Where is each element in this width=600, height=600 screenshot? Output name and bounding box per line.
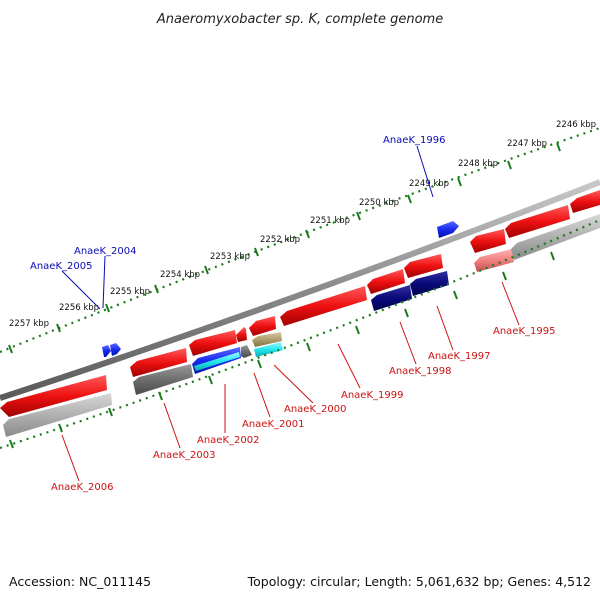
major-tick — [453, 290, 458, 300]
major-tick — [457, 177, 462, 187]
leader-anaek-1997 — [436, 305, 454, 351]
gene-anaek-2004[interactable] — [110, 343, 121, 356]
leader-anaek-1995 — [501, 281, 520, 326]
gene-anaek-1996[interactable] — [437, 221, 459, 238]
gene-anaek-2000-cyan[interactable] — [254, 342, 283, 357]
leader-anaek-2000 — [273, 364, 314, 404]
major-tick — [9, 439, 14, 449]
kbp-label: 2257 kbp — [9, 319, 49, 329]
major-tick — [556, 142, 561, 152]
gene-label-anaek-1998[interactable]: AnaeK_1998 — [389, 366, 451, 377]
leader-anaek-1996 — [416, 145, 434, 198]
major-tick — [204, 265, 209, 275]
inner-major-ticks — [9, 251, 555, 449]
gene-red[interactable] — [280, 286, 367, 326]
gene-anaek-2005[interactable] — [102, 345, 111, 357]
gene-labels-reverse: AnaeK_1995 AnaeK_1997 AnaeK_1998 AnaeK_1… — [51, 326, 555, 493]
accession-text: Accession: NC_011145 — [9, 574, 151, 589]
gene-label-anaek-2003[interactable]: AnaeK_2003 — [153, 450, 215, 461]
kbp-label: 2247 kbp — [507, 139, 547, 149]
major-tick — [56, 323, 61, 333]
kbp-label: 2252 kbp — [260, 235, 300, 245]
gene-anaek-2000-tan[interactable] — [252, 332, 282, 347]
gene-label-anaek-2000[interactable]: AnaeK_2000 — [284, 404, 346, 415]
leader-anaek-1998 — [399, 321, 417, 365]
kbp-label: 2256 kbp — [59, 303, 99, 313]
outer-major-ticks — [8, 142, 561, 354]
gene-red[interactable] — [249, 316, 276, 336]
gene-label-anaek-1997[interactable]: AnaeK_1997 — [428, 351, 490, 362]
major-tick — [502, 271, 507, 281]
gene-label-anaek-2004[interactable]: AnaeK_2004 — [74, 246, 136, 257]
gene-red[interactable] — [189, 330, 237, 356]
major-tick — [507, 160, 512, 170]
gene-anaek-2006-gray[interactable] — [3, 393, 112, 437]
major-tick — [158, 391, 163, 401]
gene-anaek-1995[interactable] — [474, 249, 514, 272]
gene-red[interactable] — [367, 269, 405, 294]
major-tick — [105, 303, 110, 313]
major-tick — [356, 211, 361, 221]
gene-gray[interactable] — [511, 214, 600, 260]
outer-tick-track — [0, 126, 600, 354]
kbp-label: 2253 kbp — [210, 252, 250, 262]
gene-anaek-1997[interactable] — [410, 271, 449, 296]
genome-backbone — [0, 179, 600, 401]
gene-label-anaek-2001[interactable]: AnaeK_2001 — [242, 419, 304, 430]
major-tick — [58, 423, 63, 433]
major-tick — [407, 194, 412, 204]
gene-anaek-1998[interactable] — [371, 285, 412, 311]
major-tick — [306, 342, 311, 352]
gene-anaek-2001[interactable] — [241, 345, 252, 358]
reverse-strand-genes-lower — [3, 214, 600, 437]
major-tick — [8, 344, 13, 354]
gene-red[interactable] — [236, 327, 247, 342]
leader-anaek-2003 — [163, 402, 181, 449]
gene-anaek-2002-cyan[interactable] — [194, 352, 240, 371]
gene-label-anaek-1995[interactable]: AnaeK_1995 — [493, 326, 555, 337]
genome-summary-text: Topology: circular; Length: 5,061,632 bp… — [247, 574, 591, 589]
leader-anaek-2006 — [61, 434, 80, 482]
major-tick — [305, 229, 310, 239]
leader-anaek-2004 — [102, 255, 106, 309]
gene-red[interactable] — [505, 205, 570, 238]
gene-red[interactable] — [404, 254, 443, 278]
major-tick — [108, 407, 113, 417]
major-tick — [154, 284, 159, 294]
gene-label-anaek-2006[interactable]: AnaeK_2006 — [51, 482, 113, 493]
kbp-label: 2255 kbp — [110, 287, 150, 297]
gene-red[interactable] — [570, 190, 600, 213]
leader-anaek-2005 — [61, 270, 101, 310]
major-tick — [254, 247, 259, 257]
gene-red[interactable] — [130, 348, 187, 377]
gene-label-anaek-1999[interactable]: AnaeK_1999 — [341, 390, 403, 401]
gene-labels-forward: AnaeK_1996 AnaeK_2004 AnaeK_2005 — [30, 135, 445, 272]
major-tick — [404, 308, 409, 318]
gene-label-anaek-2002[interactable]: AnaeK_2002 — [197, 435, 259, 446]
leader-lines — [61, 145, 520, 482]
reverse-strand-genes-upper — [0, 190, 600, 417]
kbp-label: 2248 kbp — [458, 159, 498, 169]
kbp-label: 2250 kbp — [359, 198, 399, 208]
leader-anaek-2001 — [253, 372, 271, 418]
leader-anaek-1999 — [337, 343, 361, 389]
major-tick — [257, 359, 262, 369]
gene-label-anaek-1996[interactable]: AnaeK_1996 — [383, 135, 445, 146]
kbp-label: 2246 kbp — [556, 120, 596, 130]
gene-red[interactable] — [470, 229, 506, 253]
forward-strand-genes — [102, 221, 459, 357]
kbp-label: 2254 kbp — [160, 270, 200, 280]
major-tick — [208, 375, 213, 385]
kbp-label: 2251 kbp — [310, 216, 350, 226]
major-tick — [355, 325, 360, 335]
major-tick — [550, 251, 555, 261]
map-title: Anaeromyxobacter sp. K, complete genome — [156, 12, 443, 27]
gene-label-anaek-2005[interactable]: AnaeK_2005 — [30, 261, 92, 272]
gene-anaek-2003[interactable] — [133, 364, 193, 395]
gene-anaek-2006-red[interactable] — [0, 375, 107, 417]
